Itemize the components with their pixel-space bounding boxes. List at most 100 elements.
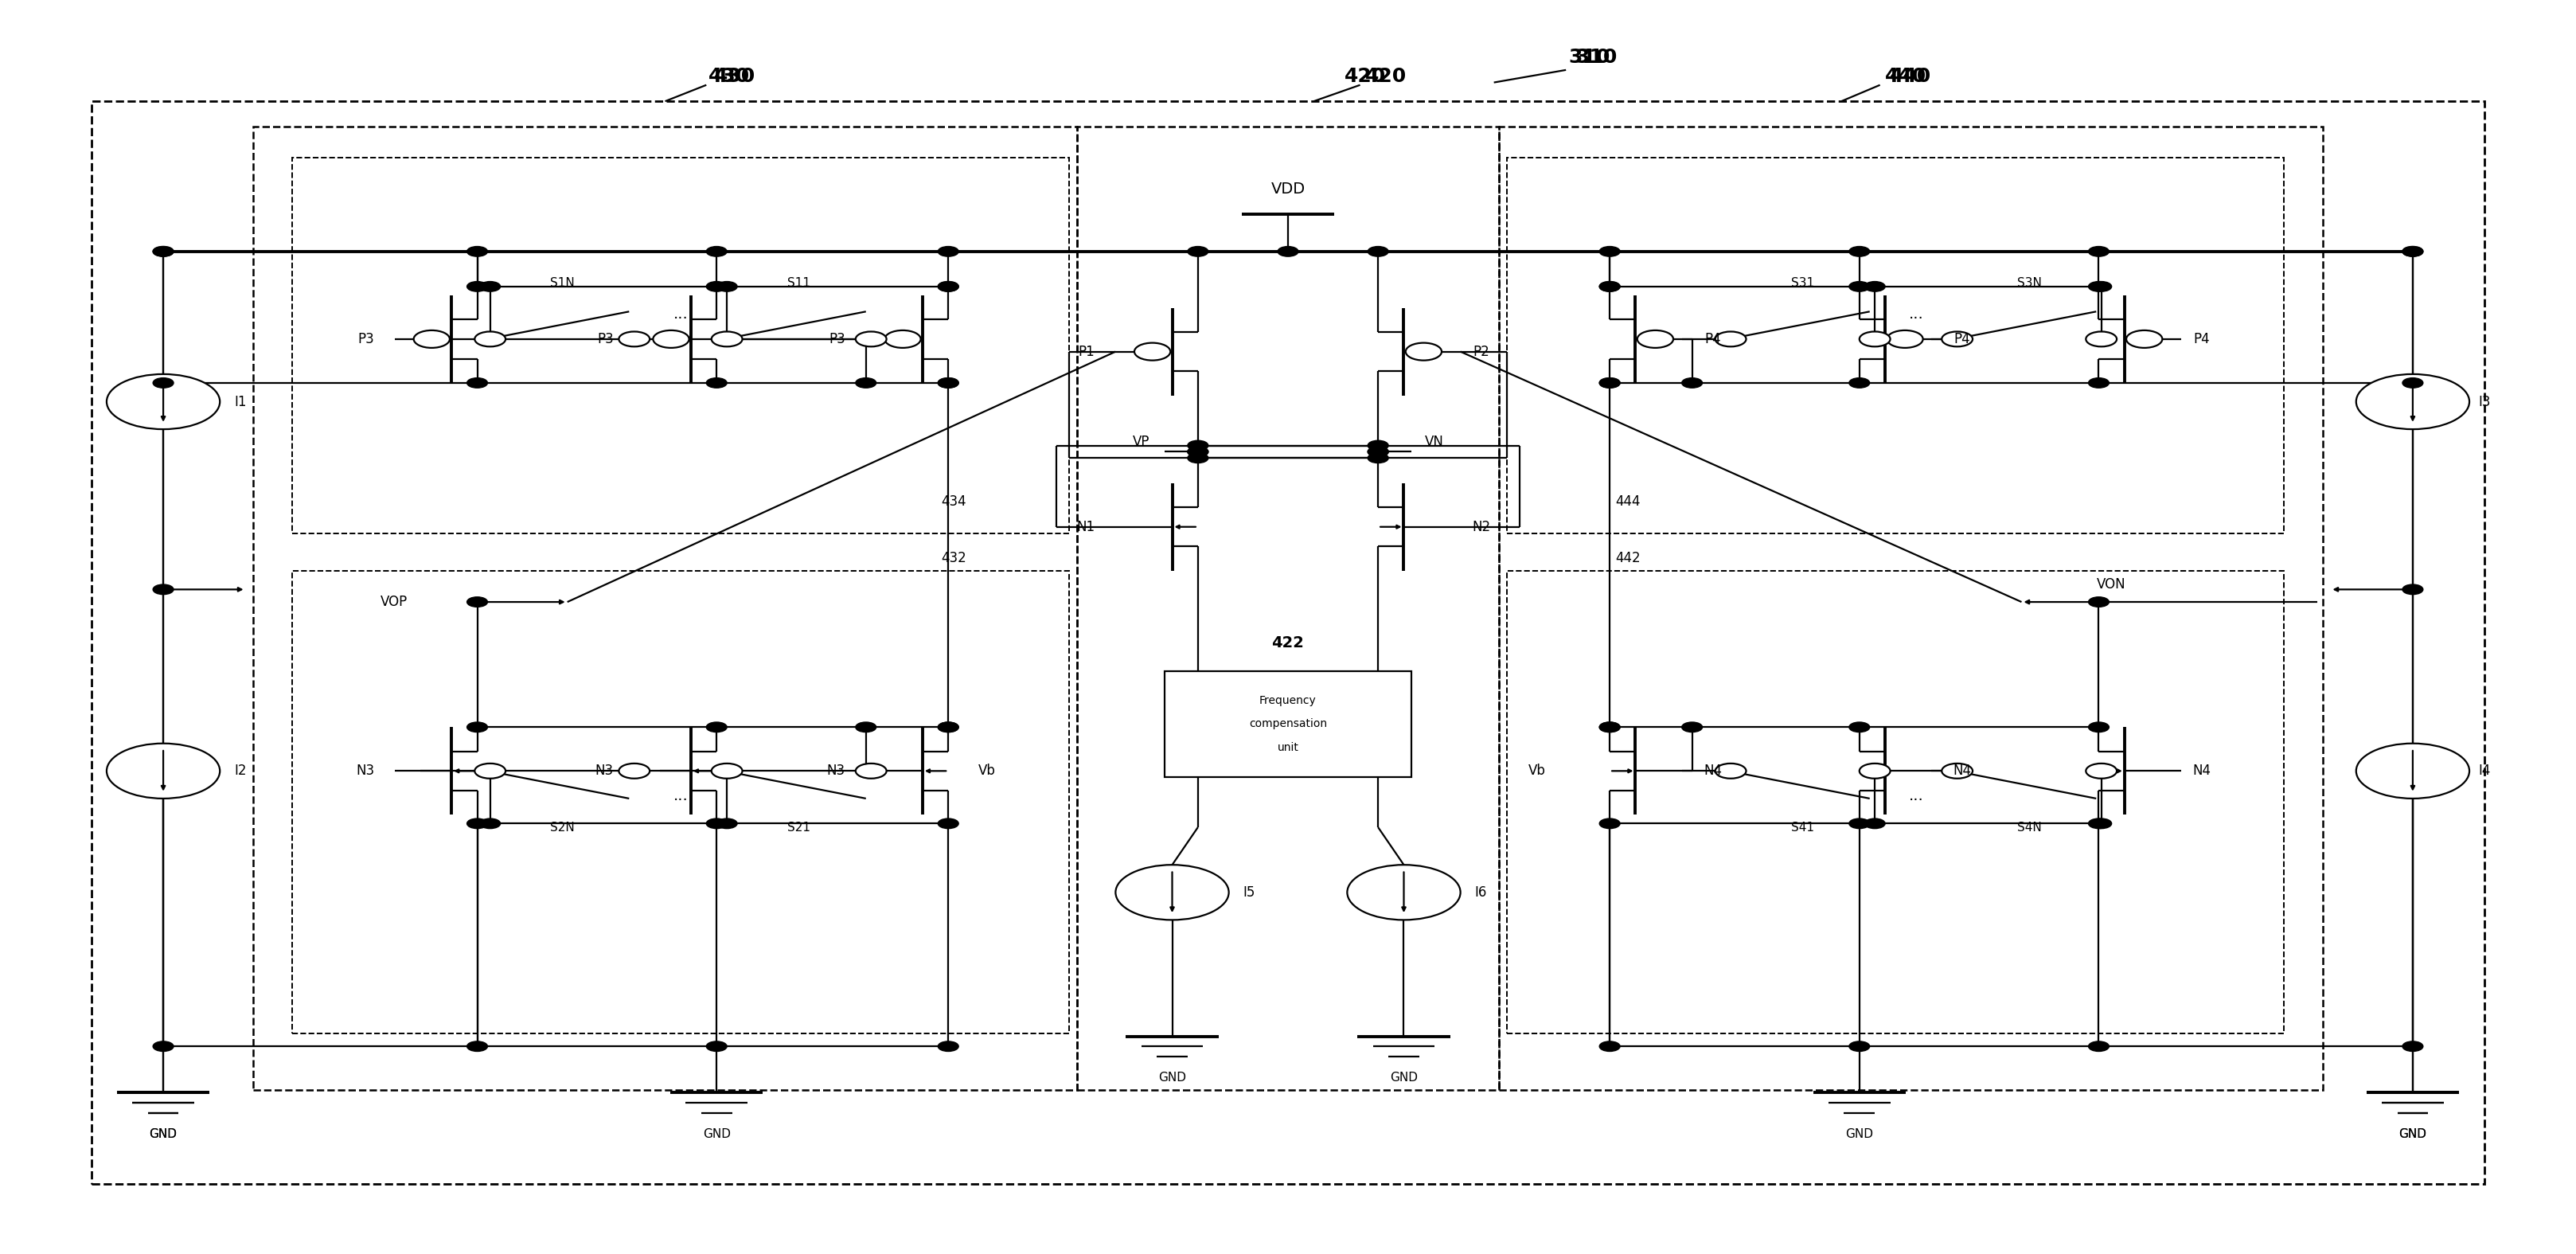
Circle shape bbox=[938, 281, 958, 291]
Text: VP: VP bbox=[1133, 435, 1149, 449]
Circle shape bbox=[2403, 584, 2424, 594]
Text: GND: GND bbox=[1391, 1072, 1417, 1083]
Circle shape bbox=[479, 819, 500, 829]
Text: N3: N3 bbox=[827, 764, 845, 779]
Text: S1N: S1N bbox=[549, 277, 574, 288]
Circle shape bbox=[2087, 331, 2117, 346]
Circle shape bbox=[1888, 330, 1922, 347]
Circle shape bbox=[2092, 281, 2112, 291]
Text: VDD: VDD bbox=[1270, 182, 1306, 197]
Text: 434: 434 bbox=[940, 494, 966, 509]
Text: ...: ... bbox=[1909, 306, 1924, 321]
Circle shape bbox=[466, 597, 487, 607]
Circle shape bbox=[2087, 764, 2117, 779]
Circle shape bbox=[466, 819, 487, 829]
Text: 430: 430 bbox=[714, 66, 755, 85]
Circle shape bbox=[1188, 247, 1208, 257]
Text: Frequency: Frequency bbox=[1260, 695, 1316, 706]
Circle shape bbox=[711, 331, 742, 346]
Bar bbox=[1507, 158, 2285, 533]
Circle shape bbox=[415, 330, 451, 347]
Circle shape bbox=[479, 281, 500, 291]
Text: I3: I3 bbox=[2478, 395, 2491, 409]
Circle shape bbox=[706, 377, 726, 387]
Text: VOP: VOP bbox=[381, 594, 407, 609]
Circle shape bbox=[1600, 247, 1620, 257]
Circle shape bbox=[2089, 819, 2110, 829]
Text: ...: ... bbox=[672, 789, 688, 804]
Circle shape bbox=[106, 744, 219, 799]
Circle shape bbox=[1860, 764, 1891, 779]
Bar bbox=[252, 127, 1077, 1090]
Circle shape bbox=[938, 722, 958, 732]
Circle shape bbox=[706, 247, 726, 257]
Text: GND: GND bbox=[1844, 1129, 1873, 1140]
Circle shape bbox=[106, 374, 219, 429]
Circle shape bbox=[466, 377, 487, 387]
Text: P3: P3 bbox=[829, 332, 845, 346]
Circle shape bbox=[2403, 247, 2424, 257]
Text: 440: 440 bbox=[1886, 66, 1927, 85]
Circle shape bbox=[1865, 281, 1886, 291]
Text: GND: GND bbox=[1159, 1072, 1185, 1083]
Text: P3: P3 bbox=[598, 332, 613, 346]
Text: 440: 440 bbox=[1891, 66, 1932, 85]
Text: I2: I2 bbox=[234, 764, 247, 779]
Circle shape bbox=[938, 281, 958, 291]
Circle shape bbox=[1368, 453, 1388, 463]
Text: 420: 420 bbox=[1345, 66, 1386, 85]
Circle shape bbox=[706, 1041, 726, 1051]
Text: VON: VON bbox=[2097, 577, 2125, 592]
Circle shape bbox=[466, 247, 487, 257]
Bar bbox=[1164, 671, 1412, 777]
Text: P4: P4 bbox=[1705, 332, 1721, 346]
Circle shape bbox=[1860, 331, 1891, 346]
Circle shape bbox=[2357, 744, 2470, 799]
Text: 310: 310 bbox=[1577, 48, 1618, 66]
Circle shape bbox=[1188, 446, 1208, 456]
Circle shape bbox=[1188, 446, 1208, 456]
Text: VN: VN bbox=[1425, 435, 1445, 449]
Circle shape bbox=[152, 1041, 173, 1051]
Text: 422: 422 bbox=[1273, 636, 1303, 651]
Circle shape bbox=[1600, 1041, 1620, 1051]
Circle shape bbox=[1942, 331, 1973, 346]
Text: S4N: S4N bbox=[2017, 821, 2043, 833]
Text: N1: N1 bbox=[1077, 519, 1095, 534]
Circle shape bbox=[855, 331, 886, 346]
Circle shape bbox=[1406, 342, 1443, 360]
Text: N4: N4 bbox=[1953, 764, 1971, 779]
Circle shape bbox=[1600, 722, 1620, 732]
Text: ...: ... bbox=[672, 306, 688, 321]
Circle shape bbox=[706, 819, 726, 829]
Circle shape bbox=[1278, 247, 1298, 257]
Circle shape bbox=[152, 584, 173, 594]
Circle shape bbox=[938, 377, 958, 387]
Circle shape bbox=[1368, 440, 1388, 450]
Circle shape bbox=[654, 330, 688, 347]
Bar bbox=[1499, 127, 2324, 1090]
Circle shape bbox=[1115, 865, 1229, 920]
Circle shape bbox=[152, 247, 173, 257]
Text: Vb: Vb bbox=[979, 764, 994, 779]
Circle shape bbox=[474, 331, 505, 346]
Circle shape bbox=[938, 819, 958, 829]
Circle shape bbox=[2092, 819, 2112, 829]
Text: P1: P1 bbox=[1079, 345, 1095, 359]
Text: Vb: Vb bbox=[1528, 764, 1546, 779]
Circle shape bbox=[1865, 819, 1886, 829]
Circle shape bbox=[1368, 446, 1388, 456]
Circle shape bbox=[2089, 597, 2110, 607]
Circle shape bbox=[466, 722, 487, 732]
Circle shape bbox=[1188, 440, 1208, 450]
Text: 444: 444 bbox=[1615, 494, 1641, 509]
Circle shape bbox=[1638, 330, 1674, 347]
Circle shape bbox=[152, 247, 173, 257]
Circle shape bbox=[711, 764, 742, 779]
Text: GND: GND bbox=[149, 1129, 178, 1140]
Circle shape bbox=[1600, 377, 1620, 387]
Circle shape bbox=[474, 764, 505, 779]
Bar bbox=[291, 571, 1069, 1033]
Text: I1: I1 bbox=[234, 395, 247, 409]
Circle shape bbox=[2125, 330, 2161, 347]
